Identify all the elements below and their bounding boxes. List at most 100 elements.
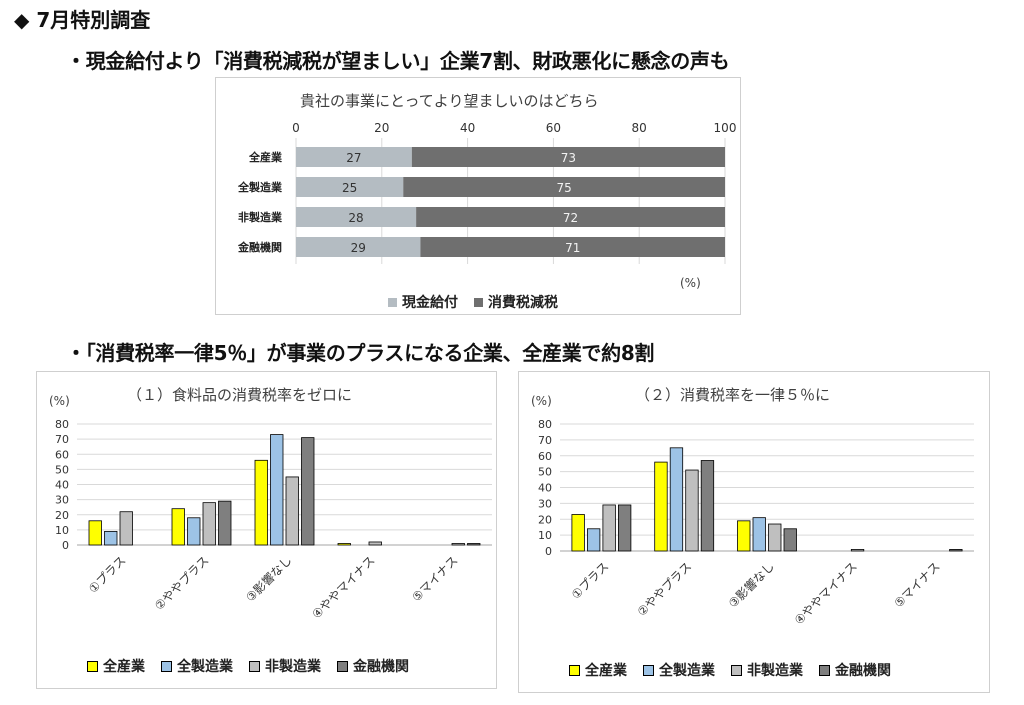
legend-swatch (337, 660, 348, 672)
y-tick-label: 60 (538, 450, 552, 463)
unit-label: (%) (531, 394, 552, 408)
bar-all-industries (88, 520, 102, 546)
legend-swatch (731, 664, 742, 676)
category-label: ④ややマイナス (792, 559, 860, 627)
y-tick-label: 20 (55, 509, 69, 522)
chart-food-tax-panel: （１）食料品の消費税率をゼロに (%) 0 10 20 30 40 50 60 70 80 ①プラ… (36, 371, 497, 689)
legend-label: 現金給付 (402, 295, 458, 311)
bullet-uniform-tax-rate: ・「消費税率一律5％」が事業のプラスになる企業、全産業で約8割 (66, 341, 655, 365)
legend-item: 金融機関 (819, 660, 891, 680)
bar-financial (218, 500, 232, 546)
bar-tax-cut (403, 177, 725, 197)
bar-non-manufacturing (285, 476, 299, 546)
y-tick-label: 0 (62, 539, 69, 552)
bar-non-manufacturing (685, 469, 699, 552)
chart-uniform-rate-panel: （２）消費税率を一律５％に (%) 0 10 20 30 40 50 60 70 80 ①プラス ②… (518, 371, 990, 693)
y-tick-label: 80 (538, 418, 552, 431)
data-label: 73 (561, 151, 576, 165)
legend-item: 全製造業 (161, 656, 233, 676)
x-tick-label: 20 (374, 121, 389, 135)
unit-label: (%) (49, 394, 70, 408)
bar-cash-benefit (296, 177, 404, 197)
legend-label: 非製造業 (747, 663, 803, 679)
category-label: ①プラス (569, 559, 612, 602)
legend-swatch (474, 297, 483, 307)
bar-all-industries (737, 520, 751, 552)
chart-legend: 全産業 全製造業 非製造業 金融機関 (569, 660, 891, 680)
y-tick-label: 40 (538, 482, 552, 495)
legend-label: 金融機関 (835, 663, 891, 679)
bar-non-manufacturing (850, 549, 865, 552)
legend-swatch (388, 297, 397, 307)
bar-cash-benefit (296, 147, 412, 167)
legend-item: 現金給付 (388, 292, 458, 312)
y-tick-label: 20 (538, 513, 552, 526)
data-label: 25 (342, 181, 357, 195)
bar-financial (467, 543, 481, 546)
data-label: 28 (348, 211, 363, 225)
x-tick-label: 60 (546, 121, 561, 135)
legend-label: 全製造業 (177, 659, 233, 675)
bar-all-manufacturing (187, 517, 201, 546)
legend-swatch (249, 660, 260, 672)
category-label: ③影響なし (725, 559, 777, 611)
data-label: 75 (556, 181, 571, 195)
x-tick-label: 100 (714, 121, 737, 135)
bar-all-industries (171, 508, 185, 546)
bar-tax-cut (411, 147, 725, 167)
y-tick-label: 30 (55, 494, 69, 507)
legend-item: 消費税減税 (474, 292, 558, 312)
bar-financial (783, 528, 797, 552)
y-tick-label: 0 (545, 545, 552, 558)
grouped-bar-chart: 0 10 20 30 40 50 60 70 80 ①プラス ②ややプラス ③影響なし ④ややマイナス ⑤… (55, 418, 492, 621)
chart-legend: 全産業 全製造業 非製造業 金融機関 (87, 656, 409, 676)
legend-item: 非製造業 (731, 660, 803, 680)
data-label: 71 (565, 241, 580, 255)
bar-financial (301, 437, 315, 546)
legend-swatch (643, 664, 654, 676)
unit-label: (%) (680, 276, 701, 290)
legend-item: 全産業 (87, 656, 145, 676)
x-tick-label: 80 (632, 121, 647, 135)
bar-cash-benefit (296, 207, 417, 227)
bar-all-industries (654, 461, 668, 552)
stacked-bar-chart: 0 20 40 60 80 100 全産業 27 73 全製造業 25 75 非製造業 28 72 金融機関 2… (237, 121, 737, 264)
legend-item: 非製造業 (249, 656, 321, 676)
chart-title: （１）食料品の消費税率をゼロに (127, 386, 353, 404)
category-label: ⑤マイナス (409, 553, 460, 604)
category-label: 全製造業 (237, 180, 283, 194)
bar-cash-benefit (296, 237, 421, 257)
y-tick-label: 70 (538, 434, 552, 447)
bar-non-manufacturing (119, 511, 133, 546)
bar-all-manufacturing (587, 528, 601, 552)
chart-title: 貴社の事業にとってより望ましいのはどちら (300, 92, 599, 110)
data-label: 27 (346, 151, 361, 165)
bar-non-manufacturing (368, 541, 382, 546)
bar-financial (700, 460, 715, 552)
grouped-bar-chart: 0 10 20 30 40 50 60 70 80 ①プラス ②ややプラス ③影響なし ④ややマイナス ⑤… (538, 418, 974, 627)
chart-legend: 現金給付 消費税減税 (388, 292, 558, 312)
category-label: 金融機関 (237, 240, 282, 254)
section-heading: ◆ 7月特別調査 (14, 8, 151, 32)
bar-non-manufacturing (451, 543, 465, 546)
y-tick-label: 40 (55, 479, 69, 492)
legend-item: 全産業 (569, 660, 627, 680)
category-label: ⑤マイナス (891, 559, 942, 610)
category-label: ②ややプラス (635, 559, 695, 619)
category-label: 全産業 (248, 150, 283, 164)
data-label: 72 (563, 211, 578, 225)
bar-tax-cut (420, 237, 725, 257)
category-label: ③影響なし (242, 553, 294, 605)
data-label: 29 (351, 241, 366, 255)
legend-swatch (569, 664, 580, 676)
category-label: ④ややマイナス (309, 553, 377, 621)
bar-all-manufacturing (752, 517, 766, 552)
bar-all-manufacturing (669, 447, 684, 552)
category-label: ②ややプラス (152, 553, 212, 613)
bar-tax-cut (416, 207, 725, 227)
legend-item: 金融機関 (337, 656, 409, 676)
y-tick-label: 50 (538, 466, 552, 479)
x-tick-label: 0 (292, 121, 300, 135)
legend-label: 全産業 (585, 663, 627, 679)
category-label: 非製造業 (238, 210, 283, 224)
